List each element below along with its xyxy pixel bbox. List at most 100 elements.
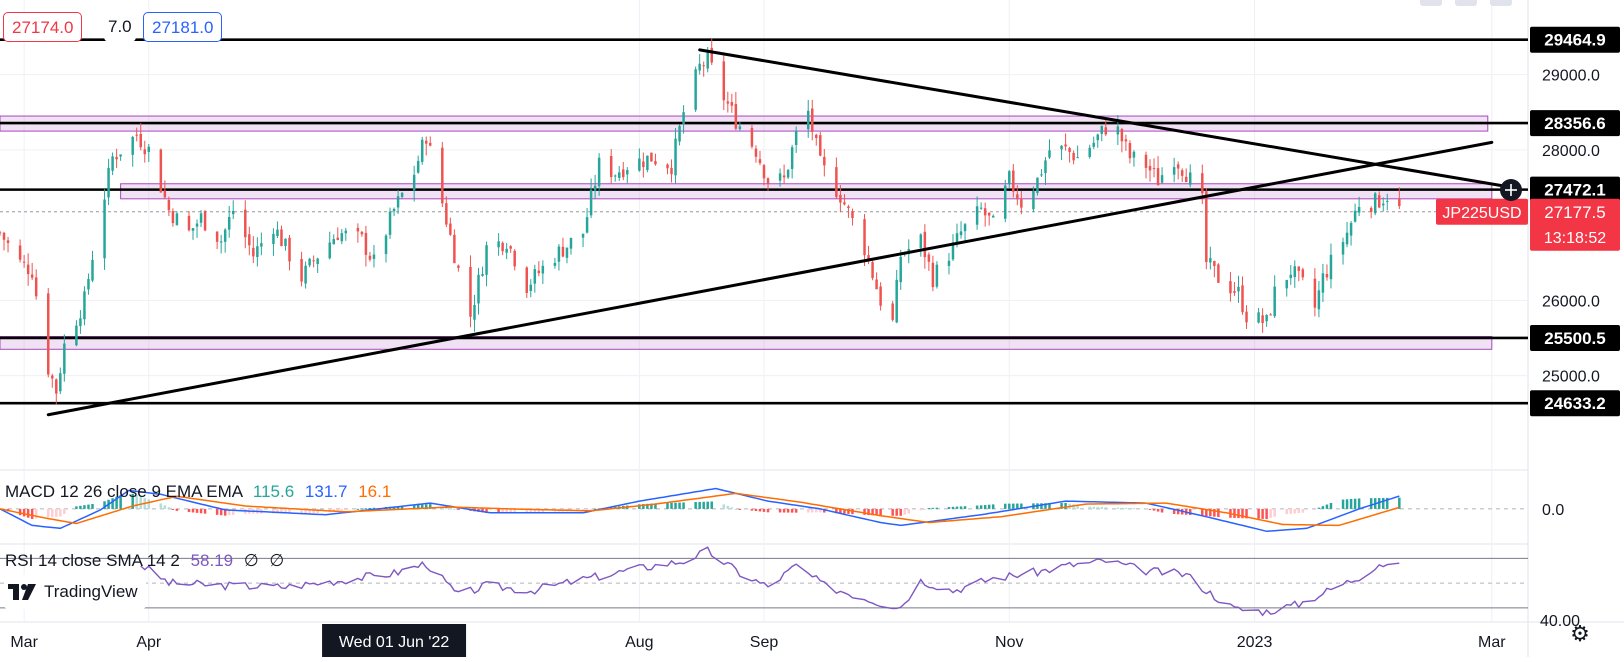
add-alert-button[interactable] <box>1500 179 1522 201</box>
candle-body <box>139 133 142 148</box>
candle-body <box>223 229 227 242</box>
candle-body <box>344 230 348 234</box>
macd-histogram-bar <box>1285 508 1288 515</box>
candle-body <box>891 303 894 320</box>
macd-histogram-bar <box>1217 508 1220 518</box>
rsi-title: RSI 14 close SMA 14 2 <box>5 551 180 570</box>
macd-histogram-bar <box>927 508 931 510</box>
macd-histogram-bar <box>935 507 939 509</box>
candle-body <box>1040 174 1043 176</box>
macd-histogram-bar <box>875 508 878 516</box>
macd-histogram-bar <box>424 504 428 509</box>
candle-body <box>215 231 219 242</box>
macd-histogram-bar <box>1124 507 1128 509</box>
candle-body <box>895 279 898 323</box>
macd-histogram-bar <box>1273 508 1276 517</box>
candle-body <box>429 142 432 146</box>
macd-histogram-bar <box>1064 502 1067 509</box>
rsi-legend[interactable]: RSI 14 close SMA 14 2 58.19 ∅ ∅ <box>5 551 284 571</box>
settings-gear-icon[interactable]: ⚙ <box>1570 621 1590 646</box>
candle-body <box>682 112 685 125</box>
price-level-tag <box>1530 324 1620 351</box>
candle-body <box>30 274 34 278</box>
price-level-tag-label: 28356.6 <box>1544 114 1605 133</box>
candle-body <box>581 233 585 238</box>
candle-body <box>585 217 589 233</box>
candles <box>0 38 1401 405</box>
candle-body <box>26 264 30 275</box>
tradingview-logo[interactable]: TradingView <box>4 575 146 609</box>
macd-histogram-bar <box>843 508 846 514</box>
macd-histogram-bar <box>678 502 681 509</box>
macd-histogram-bar <box>863 508 866 515</box>
candle-body <box>147 146 151 152</box>
macd-histogram-bar <box>336 508 340 511</box>
macd-histogram-bar <box>308 508 311 514</box>
candle-body <box>1237 286 1240 292</box>
macd-histogram-bar <box>115 496 118 509</box>
candle-body <box>815 134 818 139</box>
candle-body <box>694 69 697 110</box>
candle-body <box>1120 129 1124 142</box>
candle-body <box>1148 165 1152 171</box>
candle-body <box>477 274 480 304</box>
buy-price-button[interactable]: 27181.0 <box>143 12 223 42</box>
candle-body <box>1205 191 1208 263</box>
candle-body <box>1313 278 1317 308</box>
candle-body <box>203 211 207 231</box>
macd-histogram-bar <box>344 508 348 510</box>
toolbar-button[interactable] <box>1455 0 1477 6</box>
candle-body <box>159 149 163 193</box>
candle-body <box>698 63 701 71</box>
candle-body <box>674 138 677 176</box>
macd-histogram-bar <box>541 508 545 513</box>
macd-histogram-bar <box>481 508 484 513</box>
candle-body <box>199 213 203 223</box>
candle-body <box>1180 170 1184 176</box>
macd-histogram-bar <box>1128 508 1132 510</box>
macd-histogram-bar <box>1004 503 1007 509</box>
macd-hist-value: 115.6 <box>252 482 295 501</box>
macd-histogram-bar <box>654 503 657 509</box>
spread-value: 7.0 <box>104 12 136 42</box>
candle-body <box>589 189 593 216</box>
macd-histogram-bar <box>135 495 138 509</box>
macd-histogram-bar <box>786 508 790 513</box>
macd-histogram-bar <box>272 508 275 514</box>
candle-body <box>244 209 247 238</box>
macd-histogram-bar <box>497 508 500 514</box>
candle-body <box>513 250 516 267</box>
current-price-tag[interactable] <box>1530 198 1620 251</box>
candle-body <box>979 207 983 209</box>
crosshair-time-tag <box>322 624 467 657</box>
symbol-tag <box>1436 198 1528 225</box>
candle-body <box>227 216 231 230</box>
macd-histogram-bar <box>79 505 82 509</box>
time-axis[interactable]: Mar Apr Aug Sep Nov 2023 Mar Wed 01 Jun '22 <box>10 624 1506 657</box>
toolbar-button[interactable] <box>1420 0 1442 6</box>
macd-histogram-bar <box>1132 508 1136 510</box>
macd-histogram-bar <box>730 507 734 509</box>
candle-body <box>758 159 762 164</box>
candle-body <box>47 293 50 375</box>
macd-line <box>0 487 1400 533</box>
candle-body <box>392 208 396 212</box>
candle-body <box>1076 157 1079 159</box>
macd-histogram-bar <box>59 508 62 517</box>
candle-body <box>1329 254 1333 280</box>
macd-histogram-bar <box>899 508 902 516</box>
macd-histogram-bar <box>782 508 786 513</box>
candle-body <box>670 167 673 175</box>
macd-legend[interactable]: MACD 12 26 close 9 EMA EMA 115.6 131.7 1… <box>5 482 391 502</box>
candle-body <box>537 270 541 274</box>
price-axis[interactable]: 29000.0 28000.0 26000.0 25000.0 29464.9 28356… <box>1436 26 1620 417</box>
macd-histogram-bar <box>1349 499 1353 509</box>
candle-body <box>501 242 504 252</box>
candle-body <box>1184 176 1188 183</box>
sell-price-button[interactable]: 27174.0 <box>3 12 83 42</box>
candle-body <box>1241 285 1244 313</box>
toolbar-button[interactable] <box>1490 0 1512 6</box>
candle-body <box>115 157 118 160</box>
